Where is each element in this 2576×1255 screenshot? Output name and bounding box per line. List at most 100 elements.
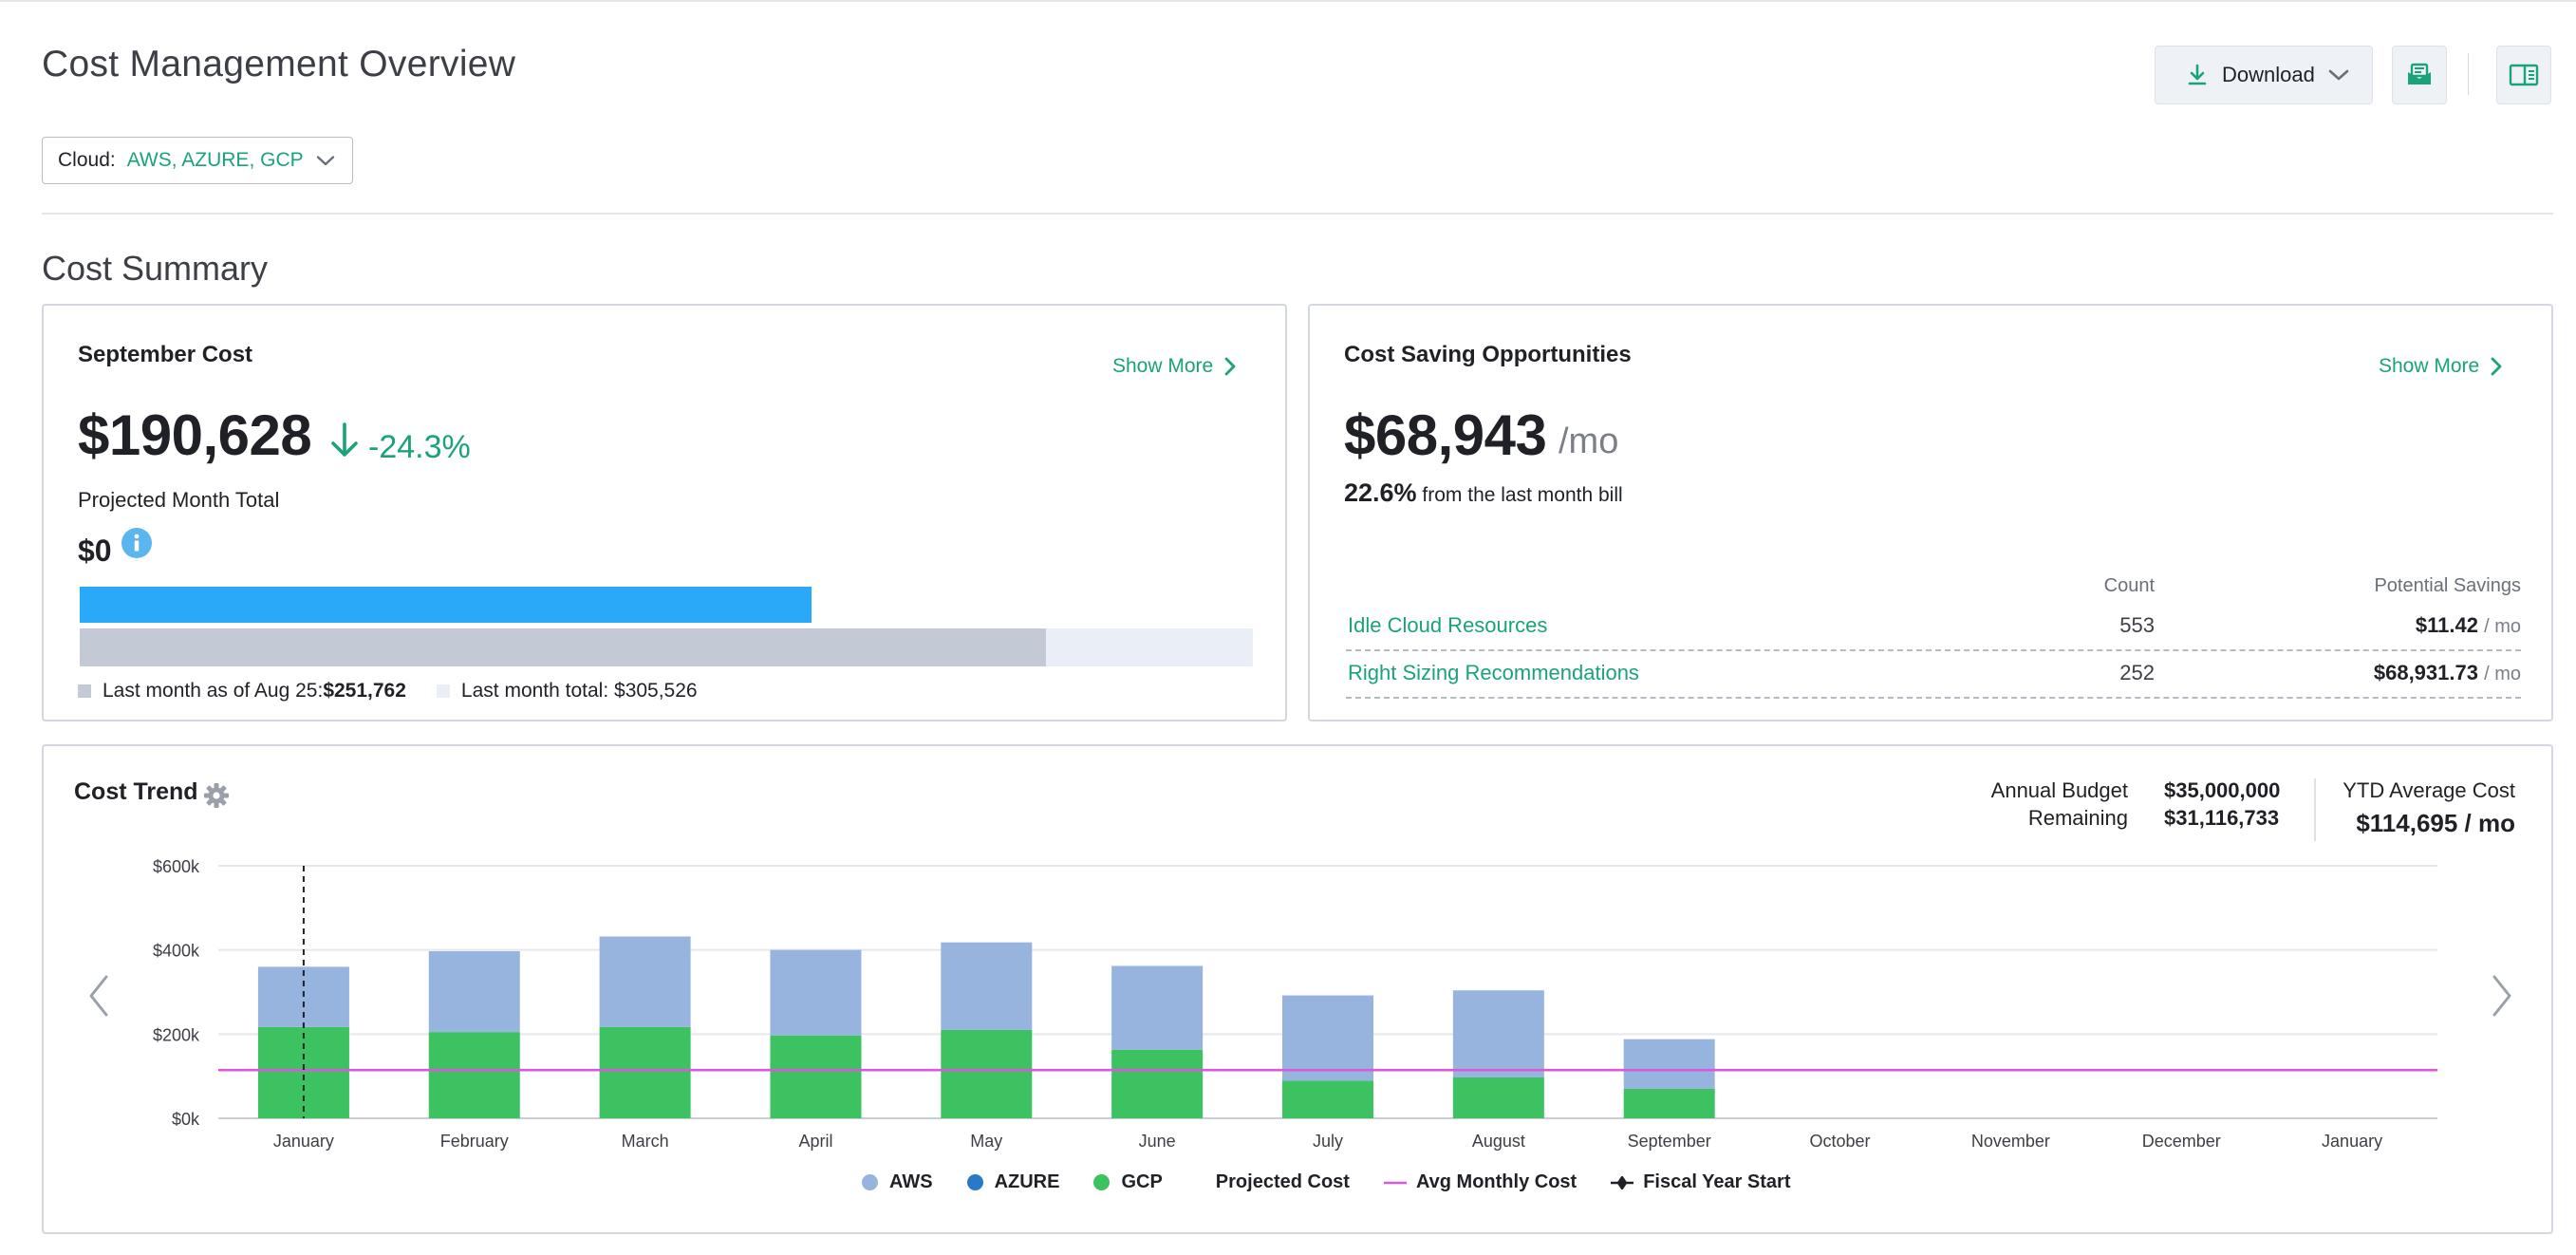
budget-divider	[2314, 778, 2316, 841]
right-sizing-savings-unit: / mo	[2484, 664, 2521, 684]
x-tick-label: February	[440, 1132, 509, 1151]
legend-label-fiscal: Fiscal Year Start	[1643, 1171, 1791, 1192]
download-button[interactable]: Download	[2155, 46, 2373, 104]
x-tick-label: October	[1810, 1132, 1871, 1151]
legend-label-aws: AWS	[889, 1171, 933, 1192]
cost-change-percent: -24.3%	[368, 429, 471, 465]
remaining-label: Remaining	[2027, 806, 2128, 830]
legend-asof-value: $251,762	[323, 680, 406, 702]
header-divider	[42, 213, 2553, 215]
x-tick-label: June	[1139, 1132, 1176, 1151]
y-tick-label: $400k	[153, 942, 200, 961]
september-cost-title: September Cost	[78, 342, 253, 367]
legend-line-avg	[1383, 1181, 1407, 1184]
savings-percent: 22.6%	[1344, 478, 1417, 507]
idle-savings-value: $11.42	[2415, 613, 2478, 637]
idle-savings: $11.42 / mo	[2268, 613, 2521, 638]
info-icon[interactable]	[121, 528, 152, 558]
show-more-label: Show More	[2379, 355, 2480, 377]
download-label: Download	[2222, 63, 2315, 86]
cloud-filter-select[interactable]: Cloud: AWS, AZURE, GCP	[42, 137, 353, 184]
x-tick-label: July	[1313, 1132, 1343, 1151]
legend-item-azure[interactable]: AZURE	[966, 1171, 1060, 1193]
y-tick-label: $600k	[153, 857, 200, 876]
bar-aws	[1282, 995, 1373, 1081]
legend-dot-azure	[966, 1174, 983, 1190]
show-more-label: Show More	[1112, 355, 1214, 377]
savings-percent-line: 22.6% from the last month bill	[1344, 478, 1623, 508]
bar-gcp	[770, 1035, 862, 1118]
cost-saving-title: Cost Saving Opportunities	[1344, 342, 1632, 367]
legend-swatch-asof	[78, 684, 91, 698]
right-sizing-savings-value: $68,931.73	[2373, 661, 2478, 684]
chevron-right-icon[interactable]	[2491, 974, 2513, 1018]
legend-item-aws[interactable]: AWS	[862, 1171, 933, 1193]
ytd-average-label: YTD Average Cost	[2343, 778, 2515, 802]
chart-legend: AWS AZURE GCP Projected Cost Avg Monthly…	[862, 1171, 1825, 1193]
x-tick-label: August	[1472, 1132, 1525, 1151]
legend-total-label: Last month total: $305,526	[460, 680, 698, 702]
chevron-left-icon[interactable]	[87, 974, 110, 1018]
info-glyph	[134, 534, 140, 552]
panel-toggle-icon	[2509, 64, 2539, 86]
chevron-right-icon	[1224, 357, 1236, 376]
chevron-down-icon	[2328, 69, 2349, 81]
last-month-legend: Last month as of Aug 25: $251,762 Last m…	[78, 680, 698, 702]
bar-gcp	[599, 1026, 691, 1118]
arrow-down-icon	[331, 422, 358, 457]
savings-show-more-link[interactable]: Show More	[2379, 355, 2502, 378]
legend-item-avg-monthly-cost[interactable]: Avg Monthly Cost	[1383, 1171, 1577, 1193]
bar-aws	[428, 950, 520, 1033]
bar-aws	[599, 936, 691, 1027]
row-divider	[1346, 697, 2521, 699]
x-tick-label: November	[1971, 1132, 2050, 1151]
email-report-button[interactable]	[2392, 46, 2447, 104]
savings-column-header: Potential Savings	[2374, 575, 2521, 596]
september-cost-amount: $190,628	[78, 403, 312, 467]
right-sizing-link[interactable]: Right Sizing Recommendations	[1348, 661, 1639, 684]
ytd-average-value: $114,695 / mo	[2356, 809, 2515, 837]
x-tick-label: May	[970, 1132, 1002, 1151]
idle-cloud-resources-link[interactable]: Idle Cloud Resources	[1348, 613, 1548, 637]
x-tick-label: January	[273, 1132, 334, 1151]
bar-aws	[1623, 1039, 1715, 1089]
bar-gcp	[1452, 1077, 1544, 1118]
bar-aws	[770, 949, 862, 1036]
bar-gcp	[1111, 1049, 1204, 1118]
cost-saving-card: Cost Saving Opportunities Show More $68,…	[1308, 304, 2553, 721]
x-tick-label: January	[2322, 1132, 2382, 1151]
legend-item-gcp[interactable]: GCP	[1093, 1171, 1163, 1193]
page-title: Cost Management Overview	[42, 44, 516, 84]
x-tick-label: April	[798, 1132, 832, 1151]
download-icon	[2188, 64, 2207, 85]
cost-trend-card: Cost Trend Annual Budget $35,000,000 Rem…	[42, 744, 2553, 1234]
legend-item-projected-cost[interactable]: Projected Cost	[1216, 1171, 1350, 1193]
savings-amount: $68,943	[1344, 403, 1547, 467]
y-tick-label: $0k	[172, 1110, 200, 1129]
legend-label-avg: Avg Monthly Cost	[1415, 1171, 1577, 1192]
legend-asof-label: Last month as of Aug 25:	[103, 680, 324, 702]
row-divider	[1346, 649, 2521, 651]
annual-budget-value: $35,000,000	[2164, 778, 2281, 802]
cloud-filter-value: AWS, AZURE, GCP	[126, 149, 304, 171]
bar-aws	[1452, 990, 1544, 1077]
panel-toggle-button[interactable]	[2496, 46, 2551, 104]
gear-icon[interactable]	[203, 782, 230, 809]
legend-item-fiscal-year-start[interactable]: Fiscal Year Start	[1611, 1171, 1791, 1193]
legend-line-fiscal	[1611, 1175, 1634, 1189]
right-sizing-savings: $68,931.73 / mo	[2268, 661, 2521, 685]
email-report-icon	[2408, 63, 2431, 84]
legend-label-azure: AZURE	[994, 1171, 1060, 1192]
right-sizing-count: 252	[2119, 661, 2155, 684]
projected-month-total-value: $0	[78, 534, 112, 568]
september-show-more-link[interactable]: Show More	[1112, 355, 1236, 378]
projected-month-total-label: Projected Month Total	[78, 488, 280, 512]
idle-savings-unit: / mo	[2484, 616, 2521, 637]
legend-label-gcp: GCP	[1121, 1171, 1163, 1192]
cost-summary-title: Cost Summary	[42, 249, 269, 288]
toolbar-divider	[2468, 53, 2469, 95]
top-border	[0, 0, 2576, 2]
september-cost-card: September Cost Show More $190,628 -24.3%…	[42, 304, 1287, 721]
last-month-asof-bar	[80, 628, 1046, 666]
legend-dot-gcp	[1093, 1174, 1111, 1190]
